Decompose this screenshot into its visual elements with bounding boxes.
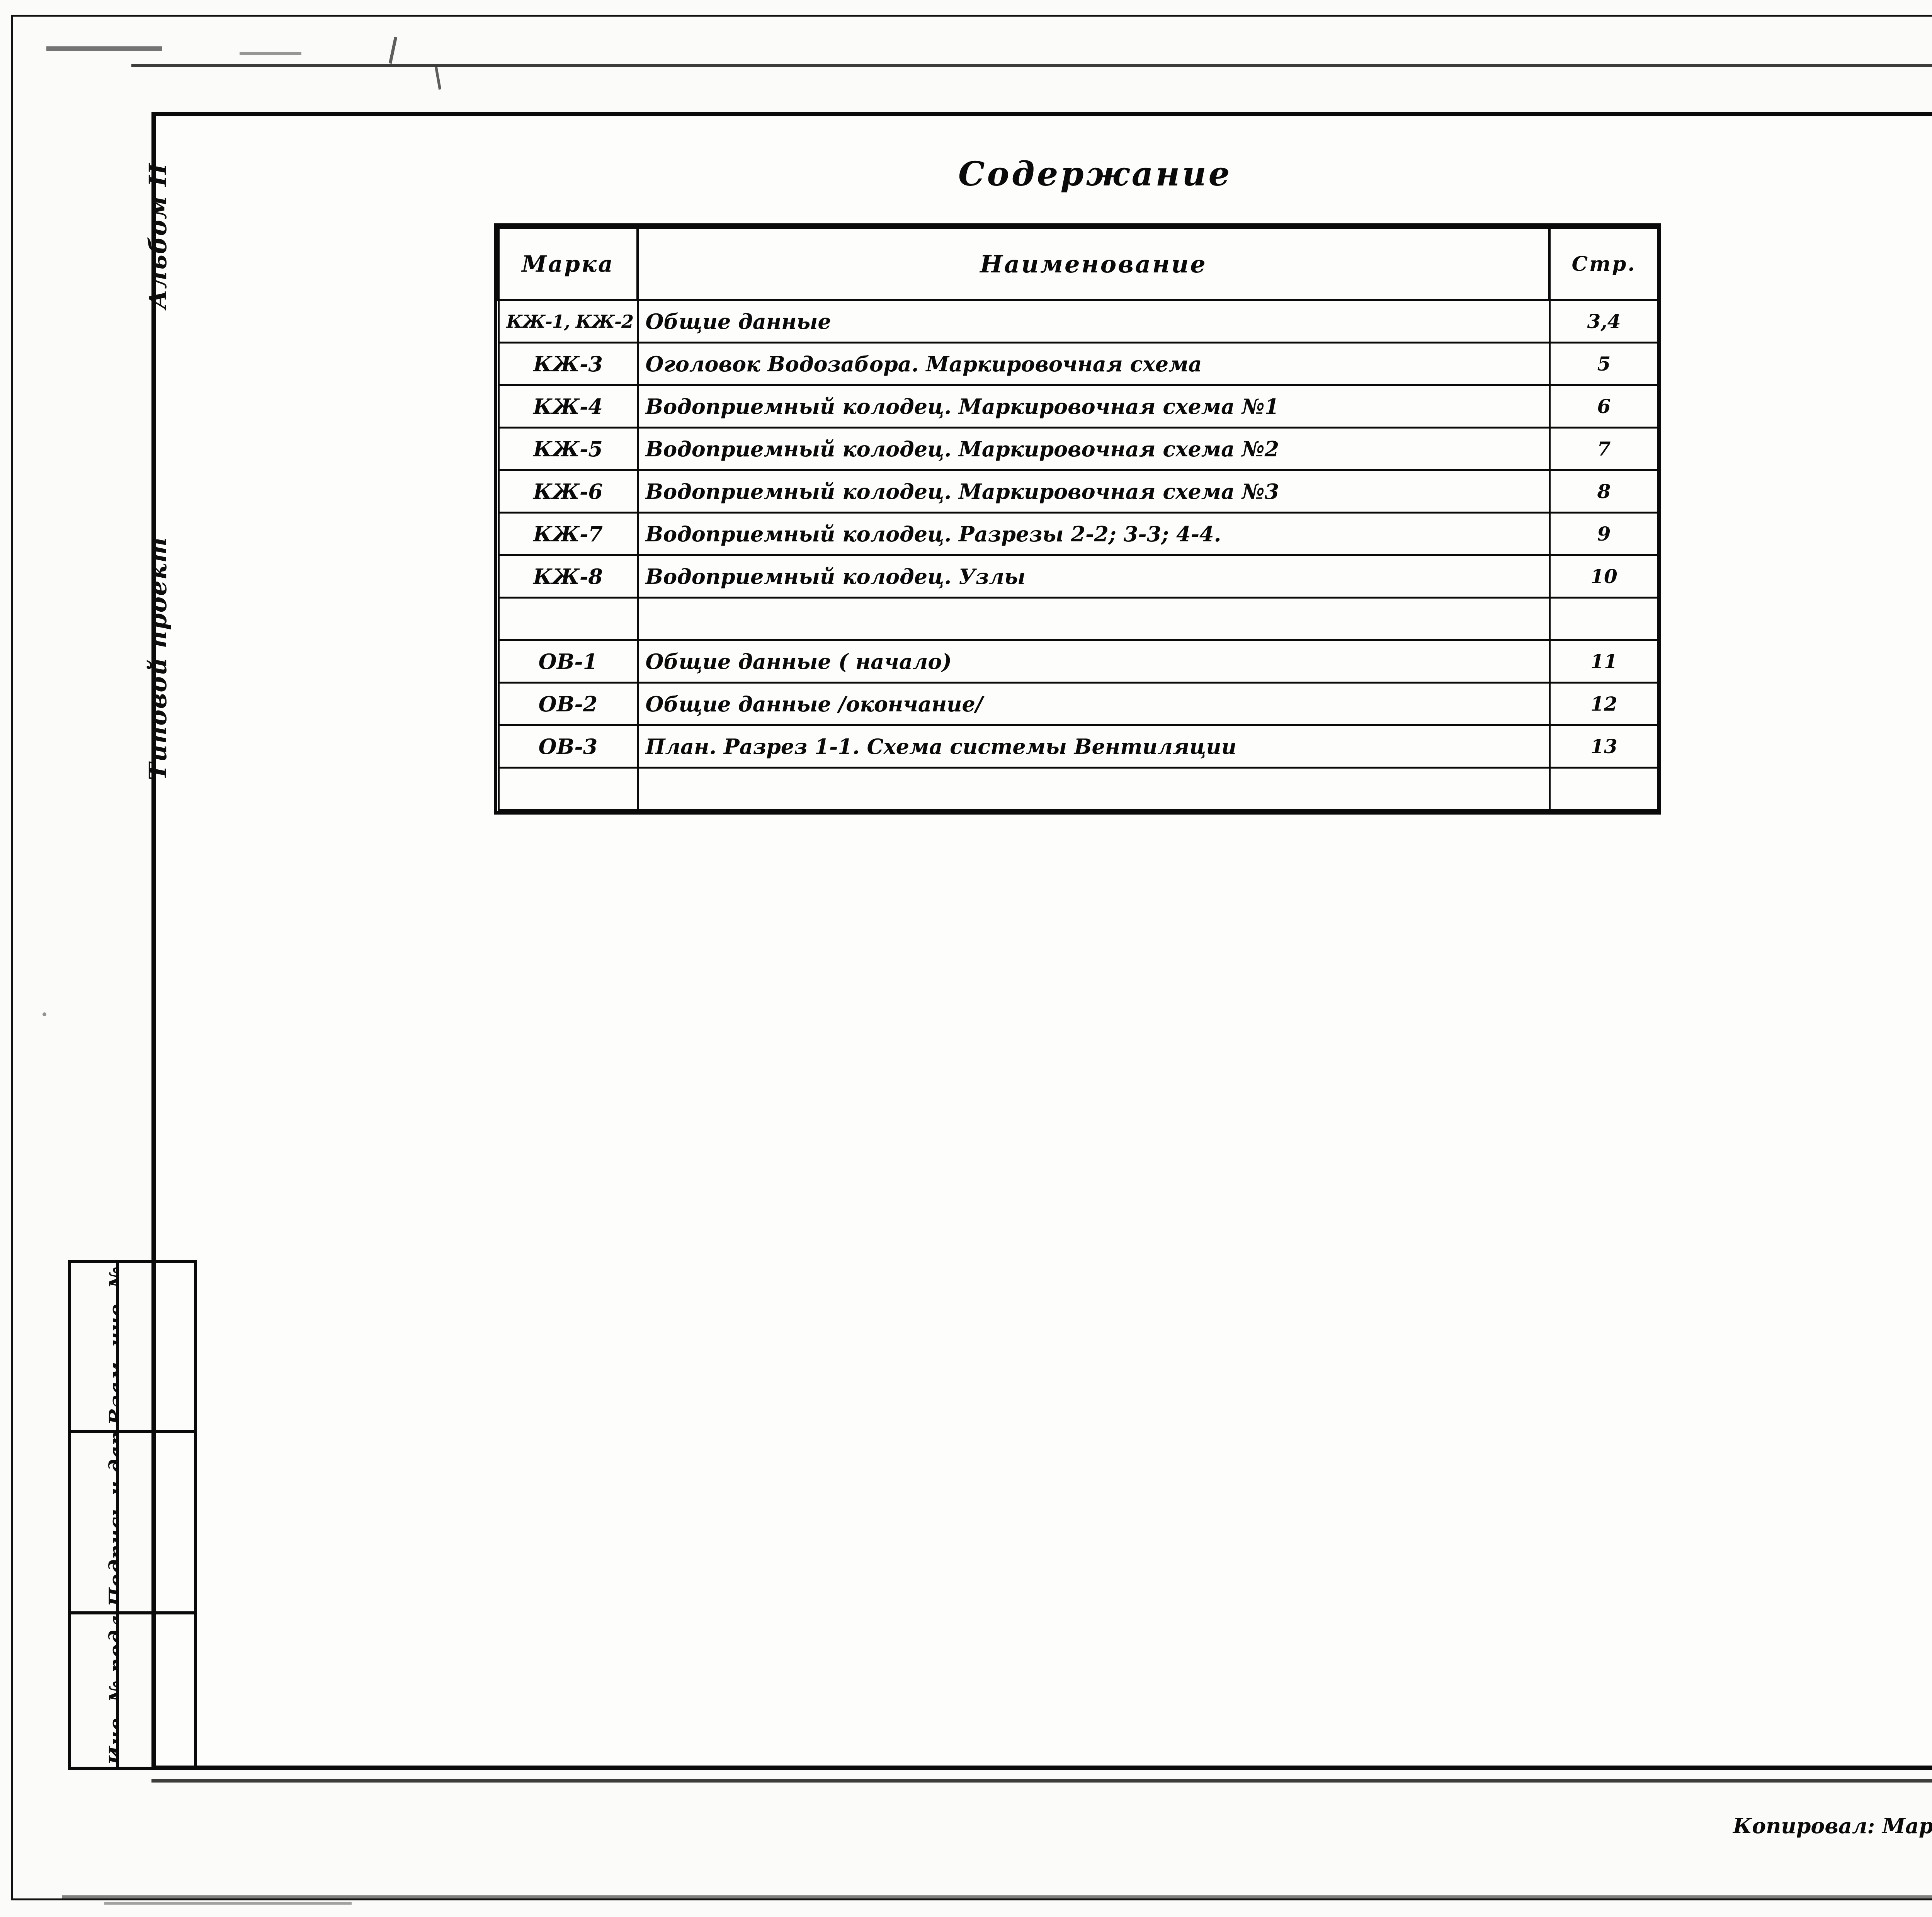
stamp-value-zam-inv[interactable] <box>119 1263 194 1430</box>
cell-page: 5 <box>1548 342 1660 386</box>
cell-page: 9 <box>1548 512 1660 556</box>
stamp-label-signature-date: Подпись и дата <box>105 1433 119 1607</box>
cell-name: Оголовок Водозабора. Маркировочная схема <box>636 342 1551 386</box>
cell-page: 11 <box>1548 639 1660 684</box>
cell-name <box>636 767 1551 811</box>
table-row: КЖ-7 Водоприемный колодец. Разрезы 2-2; 3… <box>497 512 1660 556</box>
cell-mark: КЖ-5 <box>497 427 639 471</box>
stamp-label-cell-zam-inv: Взам. инв. № <box>71 1263 119 1430</box>
table-header-row: Марка Наименование Стр. <box>497 227 1660 301</box>
table-row: ОВ-3 План. Разрез 1-1. Схема системы Вент… <box>497 724 1660 769</box>
table-row: КЖ-1, КЖ-2 Общие данные 3,4 <box>497 299 1660 344</box>
scan-speck-4 <box>43 1012 46 1016</box>
side-stamp-block: Взам. инв. № Подпись и дата Инв. № подл. <box>68 1260 197 1770</box>
cell-mark: КЖ-3 <box>497 342 639 386</box>
stamp-value-inv-podl[interactable] <box>119 1614 194 1770</box>
stamp-value-signature-date[interactable] <box>119 1433 194 1611</box>
cell-page: 12 <box>1548 682 1660 726</box>
column-header-name: Наименование <box>636 227 1551 301</box>
cell-mark: КЖ-7 <box>497 512 639 556</box>
stamp-row-signature-date: Подпись и дата <box>71 1433 194 1614</box>
cell-name: Общие данные ( начало) <box>636 639 1551 684</box>
cell-page: 10 <box>1548 554 1660 599</box>
cell-mark <box>497 597 639 641</box>
stamp-label-cell-signature-date: Подпись и дата <box>71 1433 119 1611</box>
table-row: ОВ-2 Общие данные /окончание/12 <box>497 682 1660 726</box>
table-row-spacer <box>497 597 1660 641</box>
table-row: КЖ-8 Водоприемный колодец. Узлы 10 <box>497 554 1660 599</box>
cell-page: 7 <box>1548 427 1660 471</box>
cell-name: Водоприемный колодец. Маркировочная схем… <box>636 427 1551 471</box>
page-title: Содержание <box>958 155 1232 194</box>
contents-table: Марка Наименование Стр. КЖ-1, КЖ-2 Общие … <box>494 223 1661 815</box>
cell-name: Водоприемный колодец. Узлы <box>636 554 1551 599</box>
cell-page <box>1548 597 1660 641</box>
underline-bottom-stamp <box>151 1779 1932 1783</box>
table-row: КЖ-6 Водоприемный колодец. Маркировочная … <box>497 469 1660 514</box>
cell-page: 13 <box>1548 724 1660 769</box>
stamp-row-inv-podl: Инв. № подл. <box>71 1614 194 1770</box>
table-row: КЖ-3 Оголовок Водозабора. Маркировочная с… <box>497 342 1660 386</box>
cell-name: Водоприемный колодец. Разрезы 2-2; 3-3; … <box>636 512 1551 556</box>
stamp-row-zam-inv: Взам. инв. № <box>71 1263 194 1433</box>
cell-page: 8 <box>1548 469 1660 514</box>
cell-name: Общие данные /окончание/ <box>636 682 1551 726</box>
cell-mark: КЖ-8 <box>497 554 639 599</box>
cell-page: 3,4 <box>1548 299 1660 344</box>
column-header-page: Стр. <box>1548 227 1660 301</box>
project-type-caption: Типовой проект <box>144 536 172 781</box>
stamp-label-inv-podl: Инв. № подл. <box>105 1614 119 1765</box>
cell-mark: ОВ-2 <box>497 682 639 726</box>
cell-name <box>636 597 1551 641</box>
column-header-mark: Марка <box>497 227 639 301</box>
page-border <box>11 15 1932 1900</box>
cell-mark: ОВ-3 <box>497 724 639 769</box>
copied-by-label: Копировал: Марулина <box>1733 1813 1932 1838</box>
cell-name: Водоприемный колодец. Маркировочная схем… <box>636 469 1551 514</box>
table-row: КЖ-5 Водоприемный колодец. Маркировочная … <box>497 427 1660 471</box>
scan-artifact-top-band <box>131 64 1932 67</box>
stamp-label-cell-inv-podl: Инв. № подл. <box>71 1614 119 1770</box>
scan-artifact-bottom-left <box>104 1902 352 1905</box>
cell-name: Водоприемный колодец. Маркировочная схем… <box>636 384 1551 429</box>
table-row: ОВ-1 Общие данные ( начало) 11 <box>497 639 1660 684</box>
scan-artifact-bottom-band <box>62 1895 1932 1899</box>
cell-name: План. Разрез 1-1. Схема системы Вентиляц… <box>636 724 1551 769</box>
table-row: КЖ-4 Водоприемный колодец. Маркировочная … <box>497 384 1660 429</box>
cell-mark: КЖ-4 <box>497 384 639 429</box>
stamp-label-zam-inv: Взам. инв. № <box>105 1266 119 1425</box>
album-caption: Альбом II <box>144 162 172 309</box>
cell-page <box>1548 767 1660 811</box>
cell-mark <box>497 767 639 811</box>
scan-artifact-top-smudge-2 <box>240 52 301 55</box>
cell-mark: КЖ-6 <box>497 469 639 514</box>
cell-mark: КЖ-1, КЖ-2 <box>497 299 639 344</box>
scan-artifact-top-smudge <box>46 46 162 51</box>
cell-name: Общие данные <box>636 299 1551 344</box>
table-row-spacer <box>497 767 1660 811</box>
cell-page: 6 <box>1548 384 1660 429</box>
cell-mark: ОВ-1 <box>497 639 639 684</box>
